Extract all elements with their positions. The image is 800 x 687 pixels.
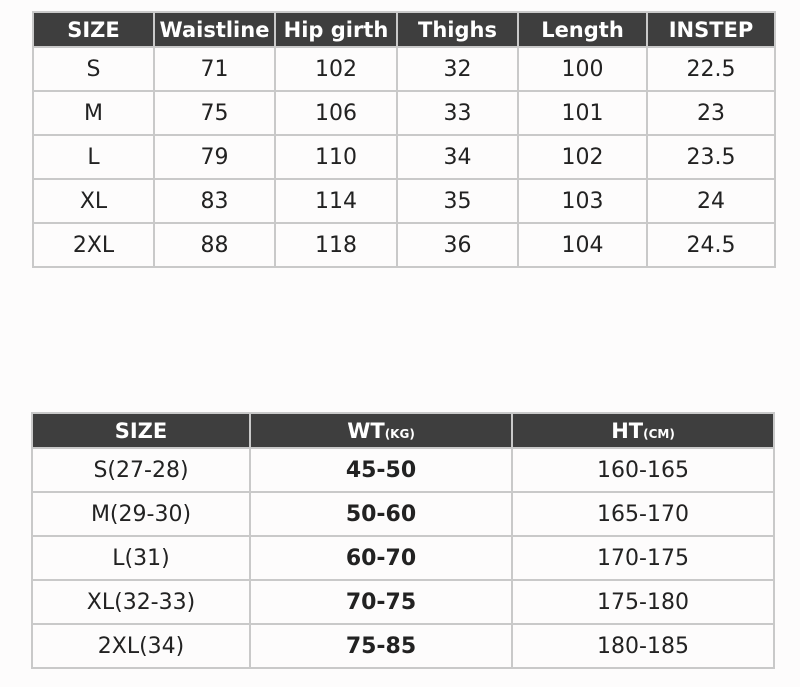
table-cell: 50-60 <box>249 491 513 537</box>
size-fit-table: SIZE WT(KG) HT(CM) S(27-28) 45-50 160-165 M(2… <box>31 412 775 669</box>
table-row: L 79 110 34 102 23.5 <box>32 134 776 180</box>
column-header: HT(CM) <box>511 412 775 449</box>
table-cell: L <box>32 134 155 180</box>
table-row: L(31) 60-70 170-175 <box>31 535 775 581</box>
table-cell: 100 <box>517 46 648 92</box>
column-header: WT(KG) <box>249 412 513 449</box>
table-cell: 35 <box>396 178 519 224</box>
header-label: HT <box>611 418 644 443</box>
table-row: 2XL 88 118 36 104 24.5 <box>32 222 776 268</box>
table-cell: 180-185 <box>511 623 775 669</box>
table-cell: 165-170 <box>511 491 775 537</box>
table-cell: 2XL(34) <box>31 623 251 669</box>
table-cell: XL <box>32 178 155 224</box>
table-row: 2XL(34) 75-85 180-185 <box>31 623 775 669</box>
table-cell: 102 <box>517 134 648 180</box>
column-header: SIZE <box>32 11 155 48</box>
table-header: SIZE WT(KG) HT(CM) <box>31 412 775 449</box>
table-cell: 75 <box>153 90 276 136</box>
table-cell: M(29-30) <box>31 491 251 537</box>
table-cell: 36 <box>396 222 519 268</box>
table-cell: S <box>32 46 155 92</box>
table-cell: 2XL <box>32 222 155 268</box>
measurements-table: SIZE Waistline Hip girth Thighs Length INSTEP… <box>32 11 776 268</box>
table-cell: 32 <box>396 46 519 92</box>
table-cell: 33 <box>396 90 519 136</box>
table-cell: 75-85 <box>249 623 513 669</box>
column-header: INSTEP <box>646 11 776 48</box>
header-unit: (KG) <box>384 426 415 441</box>
table-cell: 101 <box>517 90 648 136</box>
table-cell: 102 <box>274 46 398 92</box>
header-unit: (CM) <box>643 426 675 441</box>
table-cell: 34 <box>396 134 519 180</box>
table-cell: 118 <box>274 222 398 268</box>
table-row: M 75 106 33 101 23 <box>32 90 776 136</box>
table-row: S(27-28) 45-50 160-165 <box>31 447 775 493</box>
table-cell: 104 <box>517 222 648 268</box>
table-cell: M <box>32 90 155 136</box>
column-header: Thighs <box>396 11 519 48</box>
column-header: SIZE <box>31 412 251 449</box>
column-header: Waistline <box>153 11 276 48</box>
table-cell: 45-50 <box>249 447 513 493</box>
table-cell: L(31) <box>31 535 251 581</box>
table-cell: 24 <box>646 178 776 224</box>
table-row: M(29-30) 50-60 165-170 <box>31 491 775 537</box>
table-cell: 88 <box>153 222 276 268</box>
table-cell: 23.5 <box>646 134 776 180</box>
table-cell: 23 <box>646 90 776 136</box>
table-cell: 83 <box>153 178 276 224</box>
column-header: Length <box>517 11 648 48</box>
table-cell: 60-70 <box>249 535 513 581</box>
header-label: SIZE <box>114 418 168 443</box>
table-cell: 170-175 <box>511 535 775 581</box>
table-cell: 22.5 <box>646 46 776 92</box>
table-cell: 160-165 <box>511 447 775 493</box>
table-cell: 24.5 <box>646 222 776 268</box>
table-cell: 79 <box>153 134 276 180</box>
table-row: S 71 102 32 100 22.5 <box>32 46 776 92</box>
table-cell: S(27-28) <box>31 447 251 493</box>
table-row: XL(32-33) 70-75 175-180 <box>31 579 775 625</box>
table-row: XL 83 114 35 103 24 <box>32 178 776 224</box>
table-cell: 114 <box>274 178 398 224</box>
table-header: SIZE Waistline Hip girth Thighs Length INSTEP <box>32 11 776 48</box>
header-label: WT <box>347 418 385 443</box>
table-cell: 71 <box>153 46 276 92</box>
table-cell: 70-75 <box>249 579 513 625</box>
table-cell: 103 <box>517 178 648 224</box>
table-cell: 175-180 <box>511 579 775 625</box>
table-cell: 110 <box>274 134 398 180</box>
column-header: Hip girth <box>274 11 398 48</box>
table-cell: 106 <box>274 90 398 136</box>
table-cell: XL(32-33) <box>31 579 251 625</box>
